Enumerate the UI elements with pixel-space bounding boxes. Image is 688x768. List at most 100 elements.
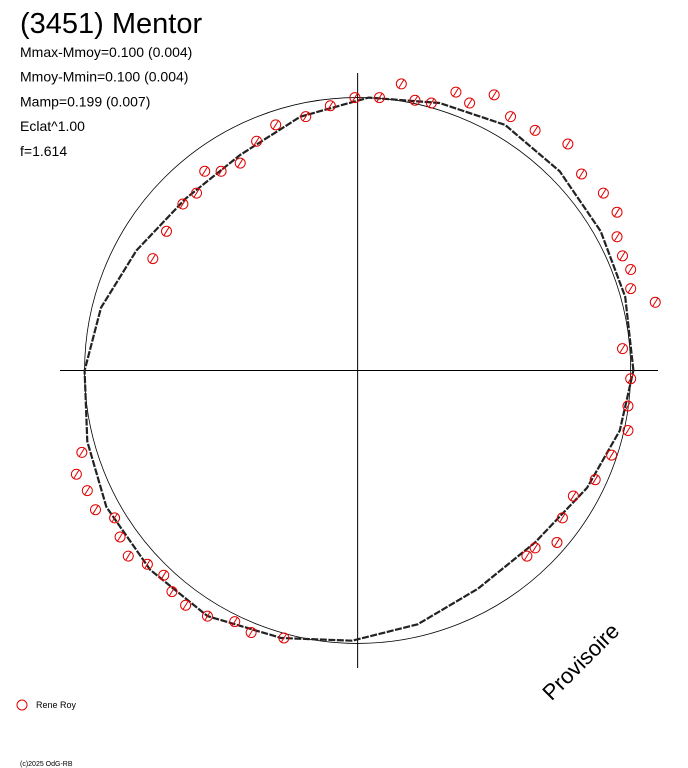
data-point — [215, 165, 227, 177]
data-point — [245, 627, 257, 639]
data-point — [622, 425, 634, 437]
watermark: Provisoire — [537, 618, 624, 705]
marker-slash — [78, 448, 85, 457]
marker-slash — [524, 551, 530, 561]
marker-ring — [166, 586, 178, 598]
stat-line: Mmoy-Mmin=0.100 (0.004) — [20, 69, 188, 85]
data-point — [201, 610, 213, 622]
marker-slash — [201, 166, 208, 176]
data-point — [488, 89, 500, 101]
marker-slash — [169, 587, 175, 596]
marker-ring — [215, 165, 227, 177]
marker-ring — [464, 97, 476, 109]
marker-ring — [147, 253, 159, 265]
marker-slash — [578, 169, 585, 179]
marker-ring — [141, 558, 153, 570]
data-point — [278, 632, 290, 644]
marker-slash — [160, 570, 167, 580]
data-point — [622, 400, 634, 412]
marker-ring — [589, 474, 601, 486]
data-point — [199, 165, 211, 177]
marker-slash — [111, 513, 118, 523]
data-point — [166, 586, 178, 598]
marker-slash — [614, 207, 620, 217]
marker-slash — [84, 486, 91, 495]
data-point — [229, 616, 241, 628]
data-point — [425, 97, 437, 109]
data-point — [606, 449, 618, 461]
marker-ring — [76, 446, 88, 458]
marker-slash — [179, 199, 186, 209]
marker-ring — [349, 92, 361, 104]
marker-slash — [625, 426, 631, 435]
marker-slash — [614, 232, 620, 242]
marker-slash — [570, 491, 577, 501]
marker-slash — [237, 158, 244, 168]
marker-ring — [567, 490, 579, 502]
data-point — [505, 111, 517, 123]
legend-label: Rene Roy — [36, 700, 77, 710]
marker-ring — [114, 531, 126, 543]
data-point — [576, 168, 588, 180]
data-point — [409, 94, 421, 106]
marker-ring — [625, 264, 637, 276]
footer: (c)2025 OdG-RB — [20, 761, 73, 768]
data-point — [521, 550, 533, 562]
data-point — [147, 253, 159, 265]
marker-ring — [611, 206, 623, 218]
data-point — [76, 446, 88, 458]
marker-slash — [559, 513, 566, 523]
data-point — [567, 490, 579, 502]
stat-line: Mmax-Mmoy=0.100 (0.004) — [20, 44, 192, 60]
data-point — [649, 296, 661, 308]
marker-slash — [117, 532, 123, 542]
marker-slash — [619, 251, 626, 261]
data-point — [141, 558, 153, 570]
data-point — [234, 157, 246, 169]
marker-ring — [245, 627, 257, 639]
marker-slash — [627, 284, 634, 293]
data-point — [597, 187, 609, 199]
marker-ring — [409, 94, 421, 106]
data-point — [89, 504, 101, 516]
marker-ring — [622, 425, 634, 437]
marker-ring — [201, 610, 213, 622]
marker-slash — [564, 139, 571, 149]
data-point — [617, 343, 629, 355]
data-point — [611, 206, 623, 218]
marker-slash — [627, 374, 634, 383]
marker-ring — [324, 100, 336, 112]
marker-slash — [253, 136, 260, 146]
marker-slash — [92, 505, 99, 514]
marker-slash — [248, 628, 255, 637]
data-point — [611, 231, 623, 243]
data-point — [450, 86, 462, 98]
marker-ring — [109, 512, 121, 524]
data-point — [158, 569, 170, 581]
model-curve — [83, 96, 635, 642]
marker-slash — [608, 450, 615, 460]
data-point — [529, 124, 541, 136]
data-point — [464, 97, 476, 109]
marker-ring — [450, 86, 462, 98]
marker-ring — [597, 187, 609, 199]
data-point — [300, 111, 312, 123]
data-point — [589, 474, 601, 486]
data-point — [617, 250, 629, 262]
legend-marker — [16, 699, 28, 711]
data-point — [177, 198, 189, 210]
marker-ring — [300, 111, 312, 123]
data-point — [81, 485, 93, 497]
marker-slash — [376, 93, 383, 102]
marker-slash — [600, 188, 607, 198]
marker-ring — [551, 536, 563, 548]
marker-ring — [649, 296, 661, 308]
data-point — [160, 225, 172, 237]
marker-slash — [625, 401, 631, 411]
marker-slash — [272, 120, 279, 130]
marker-slash — [125, 551, 132, 561]
data-point — [529, 542, 541, 554]
marker-slash — [491, 90, 498, 100]
